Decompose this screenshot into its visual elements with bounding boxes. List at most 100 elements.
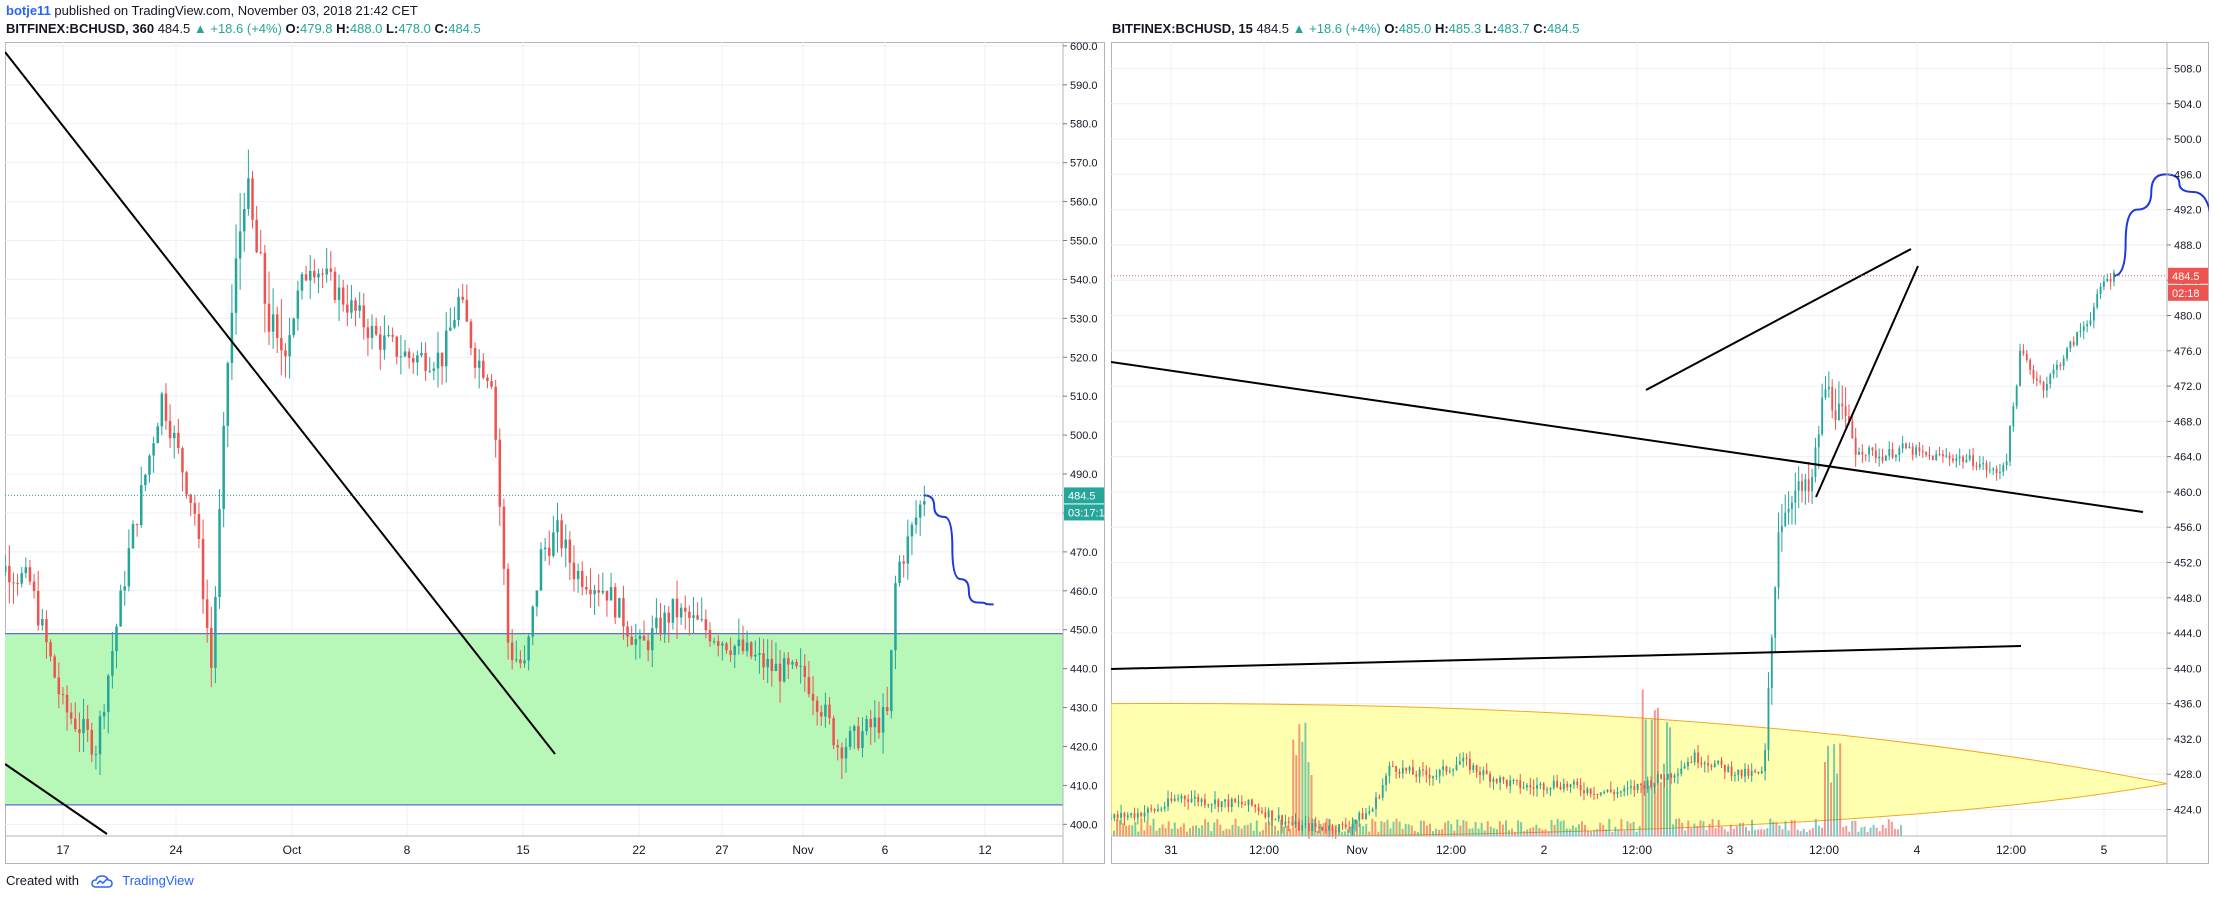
candle xyxy=(1495,779,1498,783)
candle xyxy=(1435,775,1438,777)
candle xyxy=(313,270,316,278)
candle xyxy=(2029,359,2032,370)
candle xyxy=(589,589,592,595)
volume-bar xyxy=(1729,824,1732,836)
candle xyxy=(1472,765,1475,771)
candle xyxy=(115,626,118,652)
candle xyxy=(1777,532,1780,588)
volume-bar xyxy=(1304,722,1307,836)
right-low: 483.7 xyxy=(1497,21,1530,36)
candle xyxy=(1234,798,1237,803)
candle xyxy=(127,548,131,587)
volume-bar xyxy=(1407,824,1410,836)
candle xyxy=(12,582,15,584)
volume-bar xyxy=(1365,823,1368,836)
candle xyxy=(1643,785,1646,789)
volume-bar xyxy=(1489,826,1492,836)
candle xyxy=(1710,765,1713,768)
candle xyxy=(1489,773,1491,782)
volume-bar xyxy=(1590,831,1593,836)
candle xyxy=(1901,443,1904,449)
volume-bar xyxy=(1784,821,1787,836)
candle xyxy=(1113,814,1116,819)
candle xyxy=(1784,512,1787,526)
volume-bar xyxy=(1228,829,1231,836)
candle xyxy=(1572,781,1575,785)
volume-bar xyxy=(1866,831,1869,836)
candle xyxy=(906,536,910,564)
candle xyxy=(547,547,551,556)
candle xyxy=(1133,813,1136,818)
candle xyxy=(2005,461,2008,466)
volume-bar xyxy=(1468,828,1471,836)
candle xyxy=(1861,451,1864,455)
volume-bar xyxy=(1498,821,1501,836)
candle xyxy=(1915,447,1917,455)
volume-bar xyxy=(1735,826,1738,836)
candle xyxy=(1603,791,1606,793)
candle xyxy=(482,360,485,378)
candle xyxy=(407,351,411,359)
candle xyxy=(1120,813,1122,818)
candle xyxy=(1210,804,1213,806)
candle xyxy=(782,658,786,682)
candle xyxy=(1576,781,1579,786)
price-tick-label: 456.0 xyxy=(2174,522,2202,534)
candle xyxy=(436,352,440,369)
candle xyxy=(78,729,81,734)
price-tick-label: 480.0 xyxy=(2174,310,2202,322)
candle xyxy=(1358,813,1361,821)
candle xyxy=(1911,446,1914,455)
candle xyxy=(1522,787,1525,789)
time-tick-label: 2 xyxy=(1541,843,1548,857)
volume-bar xyxy=(1541,829,1544,836)
candle xyxy=(1368,811,1371,814)
right-chart[interactable]: 508.0504.0500.0496.0492.0488.0484.0480.0… xyxy=(1111,42,2209,864)
candle xyxy=(2019,350,2021,386)
candle xyxy=(2096,293,2099,308)
candle xyxy=(1844,406,1847,416)
candle xyxy=(24,567,28,574)
candle xyxy=(168,420,172,439)
candle xyxy=(1475,765,1478,772)
candle xyxy=(568,539,572,563)
candle xyxy=(1727,766,1730,772)
candle xyxy=(1180,796,1183,799)
candle xyxy=(1673,775,1676,778)
candle xyxy=(832,718,835,746)
volume-bar xyxy=(1161,824,1164,836)
candle xyxy=(1193,796,1196,799)
candle xyxy=(119,590,122,627)
candle xyxy=(432,368,436,371)
candle xyxy=(346,304,349,313)
author-username[interactable]: botje11 xyxy=(6,3,51,18)
candle xyxy=(2032,369,2035,379)
candle xyxy=(1985,463,1988,470)
candle xyxy=(1978,464,1981,468)
candle xyxy=(1509,780,1512,787)
candle xyxy=(383,335,386,350)
candle xyxy=(1988,469,1991,471)
candle xyxy=(164,393,168,421)
volume-bar xyxy=(1887,819,1890,836)
candle xyxy=(1744,769,1746,777)
volume-bar xyxy=(1629,823,1632,836)
left-chart[interactable]: 600.0 590.0 580.0 570.0 560.0 550.0 540.0 530.0… xyxy=(5,42,1105,864)
candle xyxy=(1884,455,1887,461)
candle xyxy=(1482,770,1485,776)
volume-bar xyxy=(1587,830,1589,836)
volume-bar xyxy=(1486,821,1489,836)
volume-bar xyxy=(1678,818,1681,836)
volume-bar xyxy=(1386,819,1389,836)
volume-bar xyxy=(1672,824,1675,836)
volume-bar xyxy=(1122,823,1125,836)
volume-bar xyxy=(1246,824,1249,836)
candle xyxy=(61,694,65,696)
price-tick-label: 508.0 xyxy=(2174,63,2202,75)
candle xyxy=(1207,804,1210,806)
candle xyxy=(123,586,127,591)
candle xyxy=(873,717,877,728)
tradingview-link[interactable]: TradingView xyxy=(122,873,194,888)
volume-bar xyxy=(1596,829,1599,836)
candle xyxy=(1365,813,1367,820)
